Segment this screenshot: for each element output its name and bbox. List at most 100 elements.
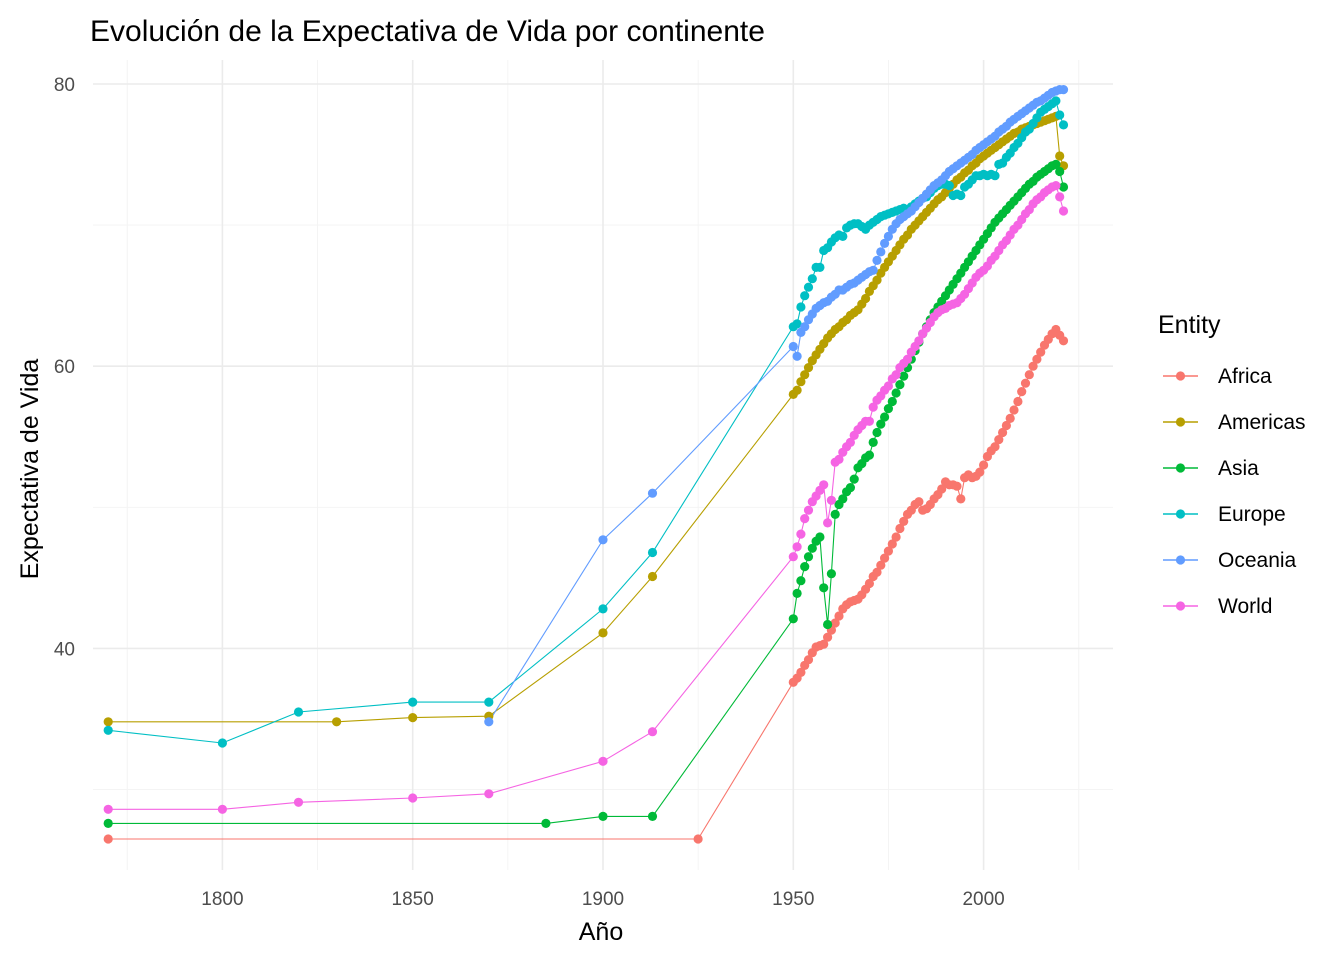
data-point-africa: [1032, 354, 1042, 364]
data-point-world: [803, 505, 814, 515]
data-point-europe: [792, 319, 802, 329]
data-point-asia: [823, 619, 833, 630]
data-point-africa: [1013, 396, 1023, 407]
data-point-world: [293, 797, 304, 807]
data-point-world: [883, 381, 894, 391]
legend-key-point: [1175, 509, 1186, 519]
data-point-oceania: [883, 231, 894, 241]
x-axis-title: Año: [579, 918, 623, 946]
data-point-africa: [1017, 387, 1027, 397]
data-point-asia: [883, 404, 894, 414]
legend-label: Europe: [1218, 503, 1286, 526]
data-point-world: [826, 495, 837, 505]
data-point-africa: [1024, 370, 1034, 380]
data-point-asia: [1058, 182, 1069, 192]
data-point-europe: [647, 547, 658, 558]
legend-item-europe: Europe: [1163, 503, 1286, 526]
data-point-oceania: [880, 238, 890, 248]
data-point-asia: [796, 576, 806, 586]
data-point-americas: [408, 713, 418, 723]
data-point-africa: [693, 834, 703, 844]
data-point-oceania: [647, 488, 658, 498]
legend-key-point: [1175, 601, 1186, 611]
data-point-oceania: [788, 341, 798, 352]
data-point-africa: [887, 539, 897, 549]
data-point-africa: [1009, 405, 1019, 415]
data-point-americas: [598, 628, 608, 638]
data-point-oceania: [800, 322, 810, 332]
data-point-europe: [1051, 96, 1061, 106]
data-point-europe: [217, 738, 227, 748]
x-tick-label: 2000: [962, 889, 1004, 910]
data-point-africa: [880, 553, 890, 563]
legend-item-americas: Americas: [1163, 411, 1306, 434]
legend-key-point: [1175, 417, 1186, 427]
x-axis-tick-labels: 1800 1850 1900 1950 2000: [201, 889, 1004, 910]
data-point-africa: [990, 442, 1000, 452]
data-point-world: [408, 793, 418, 803]
data-point-asia: [103, 818, 113, 829]
data-point-world: [914, 336, 924, 346]
legend-item-asia: Asia: [1163, 457, 1259, 480]
data-point-africa: [1058, 336, 1069, 346]
data-point-asia: [815, 532, 825, 542]
data-point-oceania: [792, 351, 802, 361]
data-point-asia: [647, 811, 658, 822]
data-point-africa: [975, 467, 985, 477]
series-americas: [108, 115, 1065, 723]
data-point-africa: [914, 497, 924, 507]
data-point-americas: [861, 293, 871, 304]
y-axis-title: Expectativa de Vida: [16, 359, 44, 580]
data-point-africa: [796, 667, 806, 678]
data-point-asia: [1051, 159, 1061, 169]
data-point-world: [819, 480, 829, 490]
data-point-africa: [830, 618, 840, 628]
data-point-world: [902, 354, 913, 364]
data-point-africa: [1028, 361, 1038, 371]
y-tick-label: 80: [54, 75, 75, 96]
data-point-world: [834, 454, 844, 464]
data-point-africa: [994, 435, 1004, 445]
data-point-europe: [103, 725, 113, 735]
legend-key-point: [1175, 463, 1186, 473]
legend-label: Africa: [1218, 365, 1272, 388]
data-point-africa: [1005, 413, 1015, 423]
data-point-world: [598, 756, 608, 766]
data-point-world: [1055, 192, 1065, 202]
data-point-asia: [788, 614, 798, 624]
data-point-world: [647, 727, 658, 737]
data-point-world: [792, 542, 802, 552]
data-point-europe: [815, 262, 825, 272]
data-point-europe: [803, 282, 814, 292]
data-point-world: [788, 552, 798, 562]
data-point-africa: [864, 578, 875, 589]
y-tick-label: 60: [54, 357, 75, 378]
data-point-world: [796, 529, 806, 539]
data-point-asia: [876, 419, 886, 429]
y-tick-label: 40: [54, 639, 75, 660]
data-point-africa: [937, 484, 947, 494]
data-point-oceania: [868, 265, 878, 275]
data-point-africa: [823, 632, 833, 642]
data-point-europe: [598, 604, 608, 614]
data-point-africa: [103, 834, 113, 844]
data-point-asia: [880, 412, 890, 422]
series-points-oceania: [484, 85, 1069, 727]
data-point-europe: [944, 181, 954, 191]
data-point-asia: [826, 569, 837, 579]
data-point-world: [868, 402, 878, 412]
data-point-americas: [872, 275, 882, 285]
data-point-world: [845, 437, 856, 447]
data-point-oceania: [1058, 85, 1069, 95]
legend-key-point: [1175, 555, 1186, 565]
data-point-africa: [899, 516, 909, 527]
legend-label: Americas: [1218, 411, 1306, 434]
data-point-asia: [849, 474, 859, 484]
series-line-asia: [108, 163, 1065, 824]
data-point-americas: [1055, 151, 1065, 161]
data-point-oceania: [484, 717, 494, 727]
data-point-asia: [864, 450, 875, 460]
data-point-americas: [800, 370, 810, 380]
legend-label: World: [1218, 595, 1272, 618]
data-point-asia: [807, 543, 817, 553]
